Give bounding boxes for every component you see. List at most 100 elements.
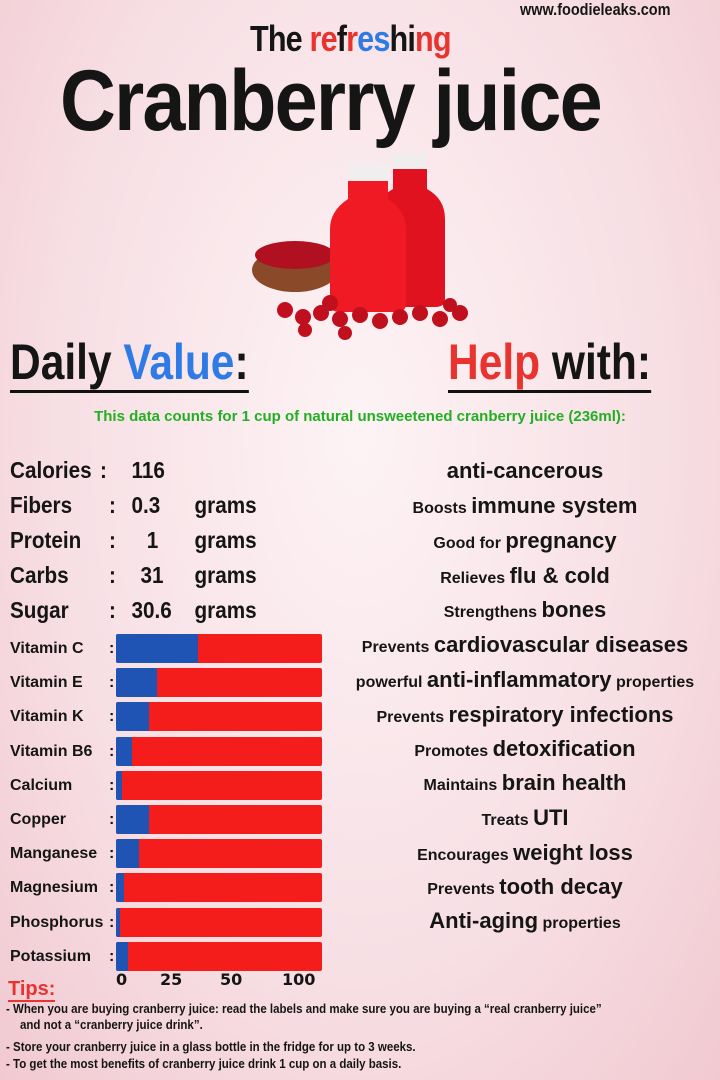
nutrient-value: 0.3 (131, 492, 161, 518)
nutrient-name: Protein (10, 527, 82, 553)
colon: : (109, 913, 115, 931)
help-item: Strengthens bones (330, 597, 720, 627)
help-prefix: Boosts (412, 500, 472, 517)
colon: : (109, 947, 115, 965)
subtitle-part: f (336, 18, 347, 59)
subtitle-part: es (357, 18, 390, 59)
help-item: powerful anti-inflammatory properties (330, 667, 720, 697)
bar-track (116, 941, 322, 971)
help-keyword: bones (541, 597, 607, 622)
colon: : (100, 457, 107, 483)
tip-item: and not a “cranberry juice drink”. (20, 1018, 203, 1032)
serving-note: This data counts for 1 cup of natural un… (94, 408, 626, 425)
bar-track (116, 634, 322, 663)
help-keyword: tooth decay (499, 874, 623, 899)
bar-track (116, 702, 322, 732)
help-keyword: anti-cancerous (446, 458, 604, 483)
bar-fill (116, 634, 199, 663)
colon: : (109, 492, 116, 518)
bar-label: Potassium (10, 947, 91, 965)
x-tick-label: 0 (116, 970, 128, 989)
subtitle-part: The (250, 18, 310, 59)
help-suffix: properties (538, 915, 621, 932)
bar-label: Vitamin B6 (10, 742, 93, 760)
help-item: Prevents tooth decay (330, 874, 720, 904)
bar-track (116, 907, 322, 937)
colon: : (109, 742, 115, 760)
bar-label: Manganese (10, 845, 98, 863)
help-item: Promotes detoxification (330, 736, 720, 766)
help-keyword: flu & cold (509, 563, 610, 588)
help-item: Maintains brain health (330, 770, 720, 800)
bar-fill (116, 907, 121, 937)
tips-heading: Tips: (8, 978, 56, 1002)
help-item: anti-cancerous (330, 458, 720, 488)
nutrient-row: Fibers:0.3 grams (10, 492, 280, 522)
help-keyword: anti-inflammatory (426, 667, 612, 692)
colon: : (109, 845, 115, 863)
nutrient-row: Carbs:31 grams (10, 562, 280, 592)
help-prefix: Prevents (427, 881, 500, 898)
heading-word: Help (448, 334, 541, 390)
colon: : (109, 527, 116, 553)
heading-word: with: (540, 334, 652, 390)
help-prefix: Strengthens (443, 604, 542, 621)
bar-track (116, 770, 322, 800)
help-item: Anti-aging properties (330, 908, 720, 938)
help-keyword: brain health (501, 770, 627, 795)
help-prefix: Promotes (414, 743, 493, 760)
tip-item: - Store your cranberry juice in a glass … (6, 1040, 416, 1054)
page-title: Cranberry juice (60, 53, 603, 149)
nutrient-name: Calories (10, 457, 92, 483)
nutrient-name: Fibers (10, 492, 73, 518)
heading-word: Value (123, 334, 235, 390)
colon: : (109, 562, 116, 588)
nutrient-value: 31 (140, 562, 164, 588)
heading-word: : (234, 334, 249, 390)
bar-track (116, 736, 322, 766)
colon: : (109, 708, 115, 726)
bar-fill (116, 770, 123, 800)
help-prefix: Good for (433, 535, 506, 552)
nutrient-row: Sugar:30.6 grams (10, 597, 280, 627)
help-prefix: Prevents (376, 709, 449, 726)
nutrient-row: Protein: 1 grams (10, 527, 280, 557)
nutrient-unit: grams (194, 562, 257, 588)
daily-value-heading: Daily Value: (10, 334, 249, 393)
subtitle: The refreshing (250, 18, 452, 60)
help-prefix: Prevents (361, 639, 434, 656)
bar-fill (116, 668, 158, 698)
bar-label: Vitamin K (10, 708, 84, 726)
tip-item: - When you are buying cranberry juice: r… (6, 1002, 602, 1016)
help-item: Prevents respiratory infections (330, 702, 720, 732)
help-prefix: Encourages (417, 847, 514, 864)
help-prefix: Maintains (423, 777, 502, 794)
help-keyword: weight loss (513, 840, 633, 865)
nutrient-row: Calories:116 (10, 457, 280, 487)
help-keyword: detoxification (492, 736, 636, 761)
help-prefix: Relieves (440, 570, 510, 587)
help-item: Treats UTI (330, 805, 720, 835)
x-tick-label: 50 (220, 970, 243, 989)
nutrient-unit: grams (194, 597, 257, 623)
subtitle-part: hi (389, 18, 415, 59)
bar-track (116, 805, 322, 834)
colon: : (109, 640, 115, 657)
nutrient-unit: grams (194, 527, 257, 553)
help-prefix: Treats (481, 812, 534, 829)
help-item: Prevents cardiovascular diseases (330, 632, 720, 662)
bar-label: Vitamin C (10, 640, 84, 657)
help-keyword: cardiovascular diseases (433, 632, 689, 657)
tip-item: - To get the most benefits of cranberry … (6, 1057, 402, 1071)
bar-fill (116, 941, 129, 971)
help-with-heading: Help with: (448, 334, 652, 393)
bar-track (116, 873, 322, 903)
bar-fill (116, 736, 133, 766)
help-keyword: Anti-aging (429, 908, 539, 933)
help-keyword: pregnancy (505, 528, 617, 553)
help-keyword: UTI (533, 805, 569, 830)
nutrient-value: 116 (131, 457, 165, 483)
colon: : (109, 776, 115, 794)
colon: : (109, 811, 115, 828)
bar-label: Copper (10, 811, 66, 828)
